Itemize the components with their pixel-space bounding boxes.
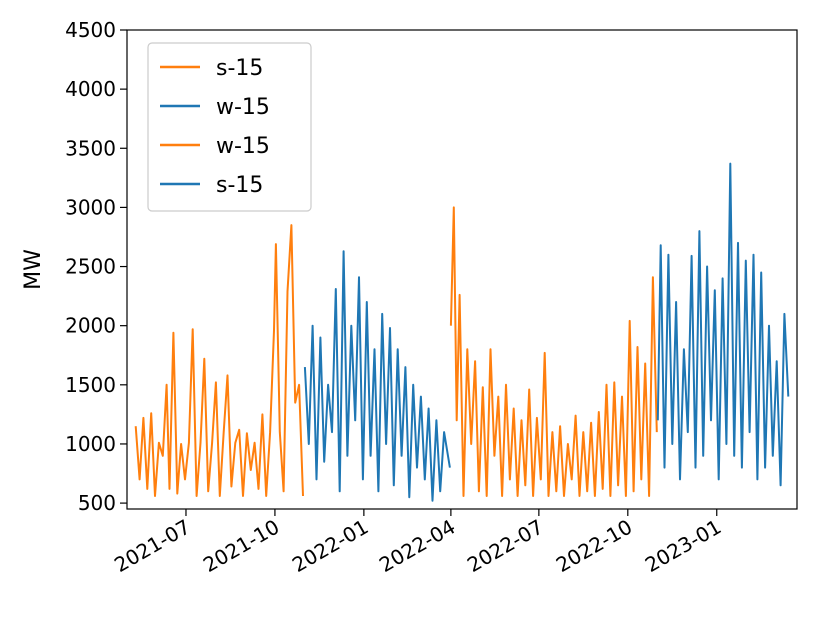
legend-label: w-15	[216, 134, 270, 159]
y-axis: 500 1000 1500 2000 2500 3000 3500 4000 4500	[65, 18, 127, 515]
legend: s-15 w-15 w-15 s-15	[147, 42, 312, 212]
series-layer	[134, 162, 790, 502]
series-line-2	[303, 250, 451, 502]
y-tick-label: 4500	[65, 18, 116, 42]
legend-label: s-15	[216, 56, 263, 81]
y-tick-label: 3000	[65, 195, 116, 219]
y-tick-label: 500	[78, 491, 116, 515]
y-axis-label: MW	[21, 249, 46, 290]
legend-box	[147, 42, 312, 212]
y-tick-label: 2500	[65, 255, 116, 279]
y-tick-label: 2000	[65, 314, 116, 338]
y-tick-label: 1000	[65, 432, 116, 456]
series-line-3	[449, 206, 658, 497]
y-tick-label: 1500	[65, 373, 116, 397]
series-line-1	[134, 224, 304, 497]
legend-label: s-15	[216, 173, 263, 198]
series-line-4	[656, 162, 790, 487]
legend-label: w-15	[216, 95, 270, 120]
y-tick-label: 3500	[65, 136, 116, 160]
y-tick-label: 4000	[65, 77, 116, 101]
plot-frame	[126, 29, 798, 510]
